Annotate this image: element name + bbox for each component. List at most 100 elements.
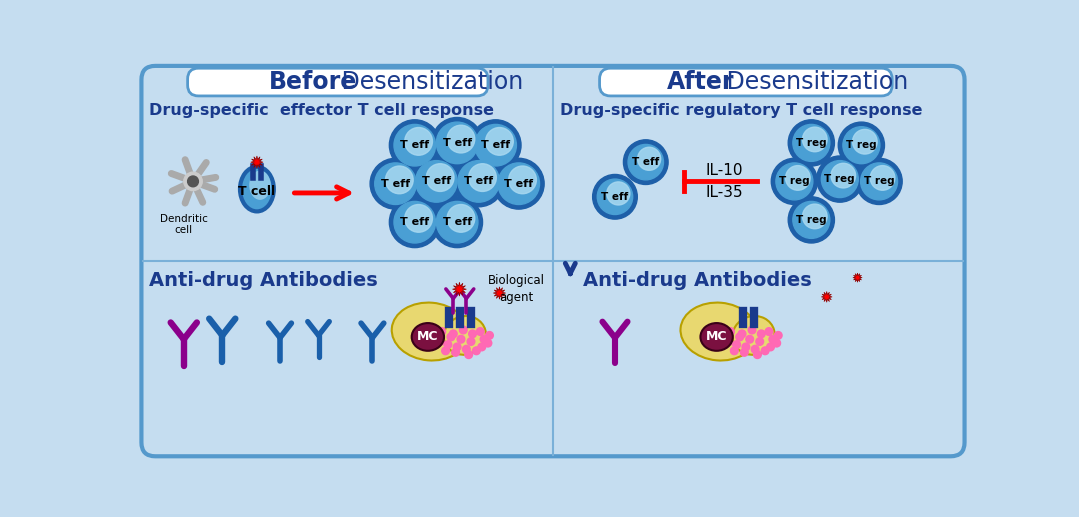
Text: T reg: T reg xyxy=(779,176,809,187)
FancyBboxPatch shape xyxy=(141,66,965,457)
Text: T eff: T eff xyxy=(400,140,429,150)
Circle shape xyxy=(457,161,500,202)
Circle shape xyxy=(432,197,482,248)
Circle shape xyxy=(838,122,885,169)
Circle shape xyxy=(789,120,834,166)
Circle shape xyxy=(726,328,735,336)
Circle shape xyxy=(638,147,660,170)
Circle shape xyxy=(470,120,521,171)
Text: Anti-drug Antibodies: Anti-drug Antibodies xyxy=(583,271,811,291)
Circle shape xyxy=(817,156,863,202)
Ellipse shape xyxy=(700,323,733,351)
Polygon shape xyxy=(852,273,862,282)
Text: Desensitization: Desensitization xyxy=(333,70,523,94)
Circle shape xyxy=(497,163,540,205)
Circle shape xyxy=(803,204,828,229)
Polygon shape xyxy=(250,156,263,169)
Circle shape xyxy=(852,129,877,154)
Circle shape xyxy=(725,338,733,345)
Text: T eff: T eff xyxy=(504,179,533,189)
Circle shape xyxy=(765,328,773,336)
Circle shape xyxy=(374,163,416,205)
Circle shape xyxy=(432,117,482,169)
Circle shape xyxy=(861,163,898,200)
Circle shape xyxy=(821,161,858,197)
Circle shape xyxy=(493,158,544,209)
Text: T cell: T cell xyxy=(238,185,275,198)
Circle shape xyxy=(463,345,470,353)
Circle shape xyxy=(746,336,753,343)
Polygon shape xyxy=(821,292,832,302)
Ellipse shape xyxy=(412,323,445,351)
Circle shape xyxy=(771,158,818,205)
Circle shape xyxy=(628,144,664,180)
Circle shape xyxy=(438,328,446,336)
Circle shape xyxy=(757,330,765,338)
Circle shape xyxy=(476,328,484,336)
Circle shape xyxy=(405,128,433,155)
Circle shape xyxy=(188,176,199,187)
Circle shape xyxy=(183,172,202,191)
Circle shape xyxy=(751,345,759,353)
Text: IL-10: IL-10 xyxy=(706,162,743,177)
Circle shape xyxy=(467,338,475,345)
Text: T eff: T eff xyxy=(442,217,472,227)
Circle shape xyxy=(436,338,445,345)
Circle shape xyxy=(394,125,436,166)
Ellipse shape xyxy=(240,167,274,211)
Text: Drug-specific  effector T cell response: Drug-specific effector T cell response xyxy=(149,103,494,118)
Polygon shape xyxy=(493,287,506,299)
Circle shape xyxy=(436,202,478,243)
Text: T reg: T reg xyxy=(796,215,827,225)
Text: T eff: T eff xyxy=(381,179,410,189)
Circle shape xyxy=(411,156,462,207)
Circle shape xyxy=(793,125,830,161)
Circle shape xyxy=(453,156,504,207)
Circle shape xyxy=(486,128,514,155)
Circle shape xyxy=(447,205,475,232)
Text: Before: Before xyxy=(269,70,357,94)
Circle shape xyxy=(789,197,834,243)
Text: Desensitization: Desensitization xyxy=(719,70,909,94)
Text: T reg: T reg xyxy=(796,138,827,148)
Circle shape xyxy=(793,202,830,238)
Text: Biological
agent: Biological agent xyxy=(488,274,545,304)
Circle shape xyxy=(436,122,478,164)
Text: Drug-specific regulatory T cell response: Drug-specific regulatory T cell response xyxy=(560,103,923,118)
Text: MC: MC xyxy=(706,330,727,343)
Circle shape xyxy=(769,336,777,343)
Circle shape xyxy=(394,202,436,243)
Circle shape xyxy=(740,348,748,356)
Circle shape xyxy=(773,339,780,347)
Circle shape xyxy=(385,166,413,194)
Circle shape xyxy=(871,165,894,190)
Circle shape xyxy=(475,125,517,166)
Circle shape xyxy=(405,205,433,232)
Circle shape xyxy=(748,326,756,334)
Circle shape xyxy=(738,330,746,338)
Circle shape xyxy=(756,338,764,345)
Circle shape xyxy=(730,347,738,355)
Circle shape xyxy=(767,343,775,351)
Circle shape xyxy=(441,347,450,355)
Circle shape xyxy=(733,341,740,348)
Text: IL-35: IL-35 xyxy=(706,185,743,200)
Circle shape xyxy=(736,333,743,341)
Circle shape xyxy=(776,163,812,200)
Circle shape xyxy=(450,330,457,338)
Circle shape xyxy=(460,326,467,334)
Circle shape xyxy=(468,330,476,338)
Circle shape xyxy=(775,331,782,339)
Ellipse shape xyxy=(392,302,468,360)
Circle shape xyxy=(465,351,473,358)
Ellipse shape xyxy=(249,171,271,200)
Circle shape xyxy=(453,343,461,351)
Circle shape xyxy=(390,120,440,171)
Circle shape xyxy=(508,166,536,194)
Circle shape xyxy=(473,347,480,355)
Circle shape xyxy=(786,165,810,190)
Text: T eff: T eff xyxy=(481,140,510,150)
Circle shape xyxy=(762,347,769,355)
Text: Anti-drug Antibodies: Anti-drug Antibodies xyxy=(149,271,378,291)
Circle shape xyxy=(856,158,902,205)
